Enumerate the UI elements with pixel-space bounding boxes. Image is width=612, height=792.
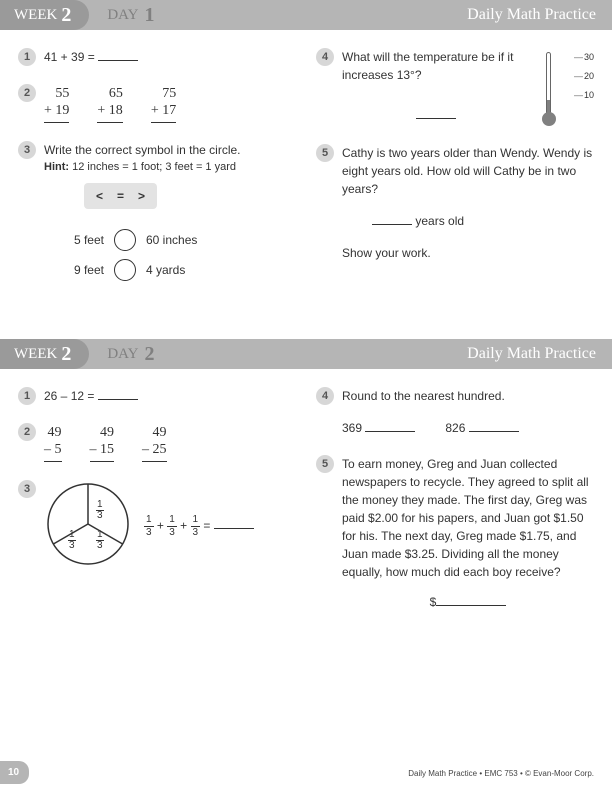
symbol-legend: < = > bbox=[84, 183, 157, 209]
worksheet-day2: 1 26 – 12 = 2 49 – 5 49 – 15 bbox=[0, 387, 612, 639]
answer-blank[interactable] bbox=[436, 594, 506, 606]
pie-chart: 13 13 13 bbox=[44, 480, 132, 573]
answer-circle[interactable] bbox=[114, 259, 136, 281]
answer-blank[interactable] bbox=[469, 420, 519, 432]
answer-blank[interactable] bbox=[98, 49, 138, 61]
footer-text: Daily Math Practice • EMC 753 • © Evan-M… bbox=[408, 769, 594, 778]
answer-blank[interactable] bbox=[416, 107, 456, 119]
answer-blank[interactable] bbox=[372, 213, 412, 225]
day-label: DAY 1 bbox=[107, 4, 154, 27]
thermometer-icon: 30 20 10 bbox=[538, 48, 594, 126]
problem-number: 1 bbox=[18, 48, 36, 66]
header-day1: WEEK 2 DAY 1 Daily Math Practice bbox=[0, 0, 612, 30]
week-label: WEEK bbox=[14, 7, 57, 24]
page-number: 10 bbox=[0, 761, 29, 784]
problem-4: 4 Round to the nearest hundred. 369 826 bbox=[316, 387, 594, 437]
answer-blank[interactable] bbox=[365, 420, 415, 432]
right-column: 4 30 20 10 What will the temperature be … bbox=[316, 48, 594, 299]
page-title: Daily Math Practice bbox=[467, 6, 596, 24]
answer-blank[interactable] bbox=[98, 388, 138, 400]
fraction-equation: 13 + 13 + 13 = bbox=[144, 515, 254, 538]
left-column: 1 41 + 39 = 2 55 + 19 65 + 18 bbox=[18, 48, 296, 299]
problem-4: 4 30 20 10 What will the temperature be … bbox=[316, 48, 594, 126]
header-day2: WEEK 2 DAY 2 Daily Math Practice bbox=[0, 339, 612, 369]
problem-5: 5 Cathy is two years older than Wendy. W… bbox=[316, 144, 594, 262]
problem-2: 2 55 + 19 65 + 18 75 + 17 bbox=[18, 84, 296, 123]
problem-2: 2 49 – 5 49 – 15 49 – 25 bbox=[18, 423, 296, 462]
problem-3: 3 13 13 13 13 bbox=[18, 480, 296, 573]
problem-1: 1 41 + 39 = bbox=[18, 48, 296, 66]
worksheet-day1: 1 41 + 39 = 2 55 + 19 65 + 18 bbox=[0, 48, 612, 309]
problem-1: 1 26 – 12 = bbox=[18, 387, 296, 405]
problem-5: 5 To earn money, Greg and Juan collected… bbox=[316, 455, 594, 611]
compare-row: 5 feet 60 inches bbox=[64, 229, 296, 251]
vertical-add: 55 + 19 bbox=[44, 86, 69, 123]
answer-circle[interactable] bbox=[114, 229, 136, 251]
problem-3: 3 Write the correct symbol in the circle… bbox=[18, 141, 296, 282]
answer-blank[interactable] bbox=[214, 517, 254, 529]
week-number: 2 bbox=[61, 4, 71, 27]
week-tab: WEEK 2 bbox=[0, 0, 89, 30]
